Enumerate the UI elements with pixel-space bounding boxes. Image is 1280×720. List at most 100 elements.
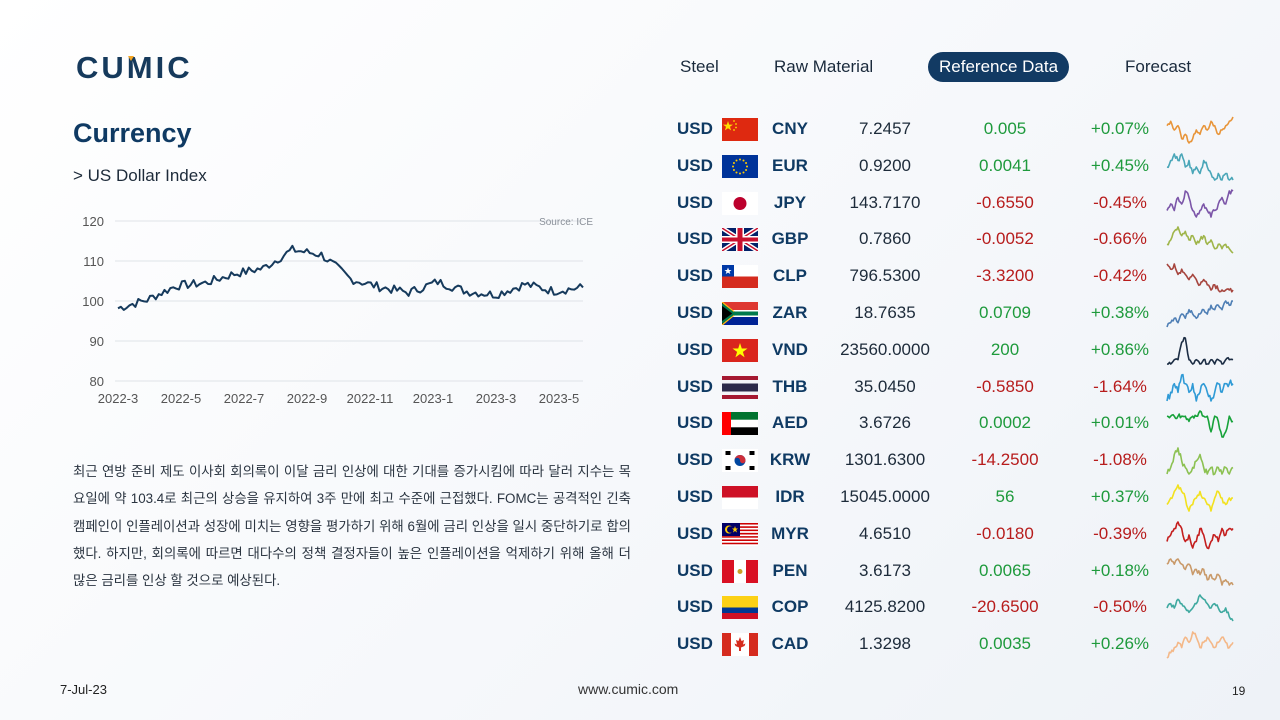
za-flag-icon: [722, 301, 758, 325]
exchange-rate: 35.0450: [854, 376, 916, 396]
exchange-rate: 7.2457: [859, 119, 911, 138]
top-nav: Steel Raw Material Reference Data Foreca…: [660, 52, 1220, 82]
chart-source-note: Source: ICE: [539, 217, 593, 228]
id-flag-icon: [722, 485, 758, 509]
base-currency: USD: [677, 192, 713, 212]
exchange-rate: 3.6726: [859, 413, 911, 433]
base-currency: USD: [677, 560, 713, 580]
y-tick-label: 80: [90, 374, 104, 389]
currency-code: AED: [772, 413, 808, 433]
usd-index-chart: 120 110 100 90 80 2022-3 2022-5 2022-7 2022-9 202…: [82, 214, 593, 406]
rate-change: 0.0709: [979, 302, 1031, 322]
x-tick-label: 2023-3: [476, 391, 516, 406]
jp-flag-icon: [722, 191, 758, 215]
cumic-logo: CUMIC: [76, 52, 190, 82]
rate-change: -14.2500: [971, 450, 1039, 470]
currency-row-krw: USD KRW 1301.6300 -14.2500 -1.08%: [660, 442, 1250, 479]
sparkline: [1166, 447, 1234, 476]
currency-row-jpy: USD JPY 143.7170 -0.6550 -0.45%: [660, 185, 1250, 222]
x-tick-label: 2023-1: [413, 391, 453, 406]
usd-index-line: [117, 244, 584, 311]
x-tick-label: 2022-9: [287, 391, 327, 406]
currency-code: CNY: [772, 119, 808, 138]
page-subtitle: > US Dollar Index: [73, 166, 207, 185]
exchange-rate: 1.3298: [859, 634, 911, 654]
sparkline: [1166, 226, 1234, 255]
th-flag-icon: [722, 375, 758, 399]
eu-flag-icon: [722, 154, 758, 178]
rate-change: -0.6550: [976, 192, 1034, 212]
y-tick-label: 110: [83, 254, 104, 269]
rate-change-pct: -0.42%: [1093, 266, 1147, 286]
rate-change-pct: +0.37%: [1090, 486, 1150, 506]
currency-row-zar: USD ZAR 18.7635 0.0709 +0.38%: [660, 295, 1250, 332]
footer-url[interactable]: www.cumic.com: [578, 681, 679, 697]
kr-flag-icon: [722, 449, 758, 473]
rate-change-pct: +0.01%: [1090, 413, 1150, 433]
currency-row-eur: USD EUR 0.9200 0.0041 +0.45%: [660, 148, 1250, 185]
base-currency: USD: [677, 339, 713, 359]
exchange-rate: 796.5300: [849, 266, 921, 286]
x-tick-label: 2022-5: [161, 391, 201, 406]
rate-change-pct: +0.18%: [1090, 560, 1150, 580]
currency-row-idr: USD IDR 15045.0000 56 +0.37%: [660, 479, 1250, 516]
base-currency: USD: [677, 302, 713, 322]
exchange-rate: 0.7860: [859, 229, 911, 249]
base-currency: USD: [677, 376, 713, 396]
rate-change: 56: [995, 486, 1015, 506]
currency-code: ZAR: [772, 302, 808, 322]
currency-row-vnd: USD VND 23560.0000 200 +0.86%: [660, 332, 1250, 369]
rate-change: -3.3200: [976, 266, 1034, 286]
base-currency: USD: [677, 266, 713, 286]
currency-code: PEN: [772, 560, 808, 580]
currency-row-pen: USD PEN 3.6173 0.0065 +0.18%: [660, 553, 1250, 590]
rate-change: -0.5850: [976, 376, 1034, 396]
rate-change-pct: +0.26%: [1090, 634, 1150, 654]
currency-code: CLP: [773, 266, 807, 286]
ca-flag-icon: [722, 633, 758, 657]
currency-code: EUR: [772, 155, 808, 175]
exchange-rate: 4125.8200: [844, 597, 926, 617]
base-currency: USD: [677, 450, 713, 470]
nav-tab-reference-data[interactable]: Reference Data: [928, 52, 1070, 82]
currency-row-cad: USD CAD 1.3298 0.0035 +0.26%: [660, 626, 1250, 663]
nav-tab-raw-material[interactable]: Raw Material: [774, 57, 874, 76]
exchange-rate: 15045.0000: [840, 486, 930, 506]
cn-flag-icon: [722, 118, 758, 141]
base-currency: USD: [677, 597, 713, 617]
x-tick-label: 2022-11: [347, 391, 394, 406]
base-currency: USD: [677, 155, 713, 175]
footer-date: 7-Jul-23: [60, 682, 107, 697]
sparkline: [1166, 300, 1234, 328]
rate-change: 0.0065: [979, 560, 1031, 580]
pe-flag-icon: [722, 559, 758, 583]
sparkline: [1166, 263, 1234, 293]
nav-tab-steel[interactable]: Steel: [680, 57, 719, 76]
gb-flag-icon: [722, 228, 758, 252]
sparkline: [1166, 152, 1234, 181]
sparkline: [1166, 520, 1234, 550]
sparkline: [1166, 373, 1234, 402]
exchange-rate: 4.6510: [859, 523, 911, 543]
nav-tab-forecast[interactable]: Forecast: [1125, 57, 1192, 76]
vn-flag-icon: [722, 338, 758, 362]
co-flag-icon: [722, 596, 758, 620]
currency-code: VND: [772, 339, 808, 359]
exchange-rate: 18.7635: [854, 302, 916, 322]
rate-change-pct: +0.86%: [1090, 339, 1150, 359]
exchange-rate: 1301.6300: [844, 450, 926, 470]
sparkline: [1166, 557, 1234, 586]
currency-table: USD CNY 7.2457 0.005 +0.07% USD EUR 0.9200 0.004…: [660, 111, 1250, 663]
base-currency: USD: [677, 229, 713, 249]
page-title: Currency: [73, 118, 192, 148]
page-number: 19: [1232, 684, 1246, 698]
sparkline: [1166, 116, 1234, 144]
rate-change: -0.0180: [976, 523, 1034, 543]
rate-change: 0.0002: [979, 413, 1031, 433]
currency-row-aed: USD AED 3.6726 0.0002 +0.01%: [660, 405, 1250, 442]
logo-accent-icon: [128, 56, 134, 61]
currency-code: KRW: [769, 450, 811, 470]
rate-change-pct: -0.45%: [1093, 192, 1147, 212]
currency-row-thb: USD THB 35.0450 -0.5850 -1.64%: [660, 369, 1250, 406]
my-flag-icon: [722, 522, 758, 546]
